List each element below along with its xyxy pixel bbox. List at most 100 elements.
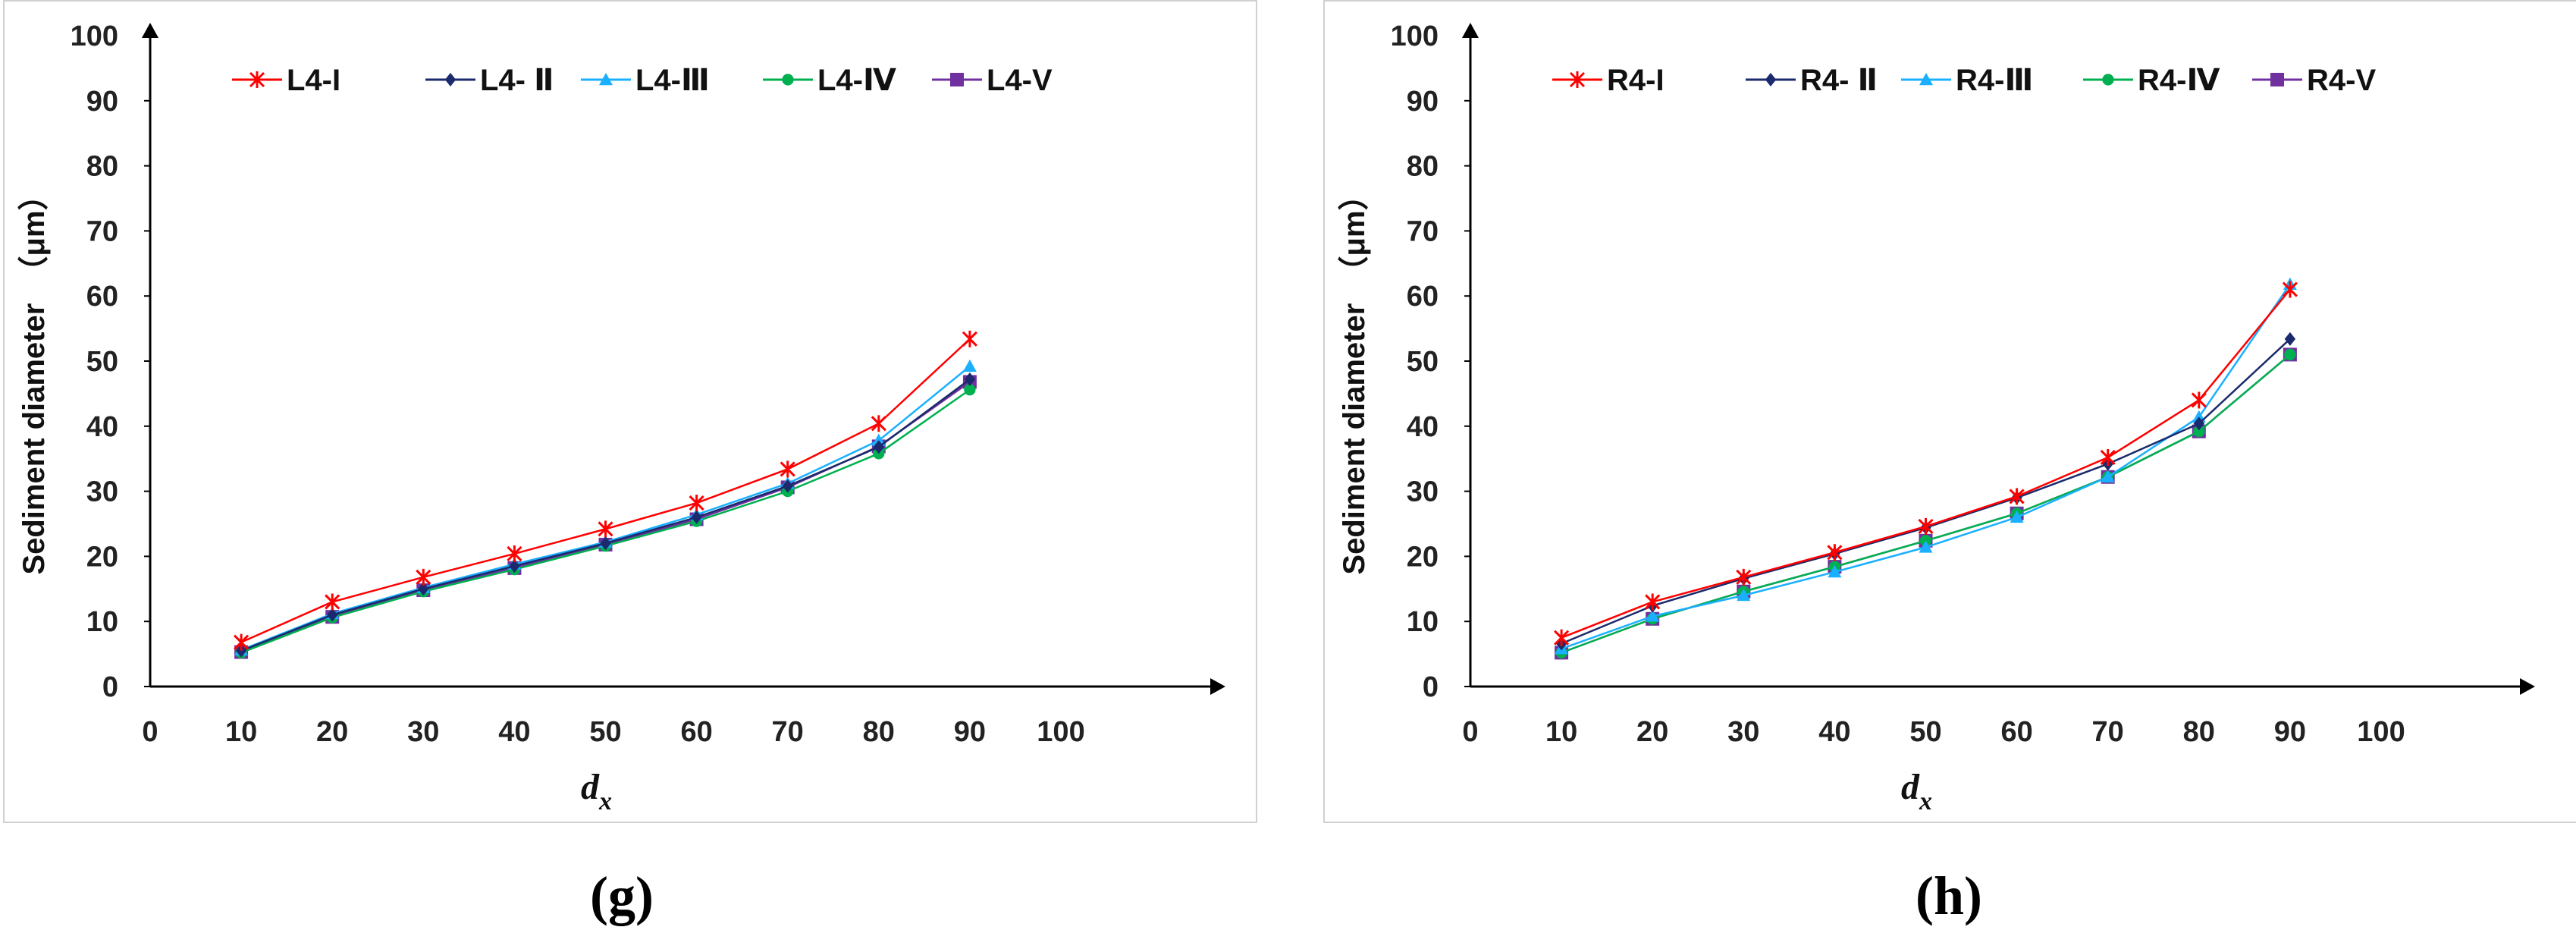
x-tick-label: 0: [142, 716, 158, 748]
legend-marker: [599, 73, 613, 86]
series-line: [1561, 284, 2291, 650]
y-tick-label: 40: [86, 411, 118, 443]
x-tick-label: 10: [225, 716, 257, 748]
data-point: [1828, 564, 1842, 578]
chart-h-svg: 0 10 20 30 40 50 60 70 80 90 100 0 10 20 30 40 50 60 70 80 9…: [1338, 20, 2535, 815]
data-point: [782, 479, 793, 493]
y-tick-label: 10: [1407, 606, 1439, 638]
legend-entry: R4-I: [1552, 64, 1665, 97]
y-axis-arrow: [142, 23, 158, 38]
x-tick-label: 50: [1909, 716, 1941, 748]
series-line: [1561, 288, 2291, 639]
y-tick-label: 80: [1407, 151, 1439, 183]
legend-entry: R4-V: [2252, 64, 2376, 97]
series-I: [1554, 281, 2298, 646]
y-tick-label: 0: [1423, 671, 1439, 703]
chart-panel-h: 0 10 20 30 40 50 60 70 80 90 100 0 10 20 30 40 50 60 70 80 9…: [1323, 0, 2576, 823]
y-tick-label: 100: [71, 20, 118, 52]
y-tick-label: 30: [1407, 476, 1439, 508]
y-axis-title: Sediment diameter （μm）: [1338, 180, 1371, 574]
x-axis-title-main: d: [1901, 767, 1920, 807]
series-line: [1561, 354, 2291, 654]
series-line: [240, 338, 971, 643]
x-axis-title: dx: [581, 767, 612, 815]
x-tick-label: 0: [1462, 716, 1478, 748]
legend-entry: L4-Ⅳ: [763, 64, 896, 97]
data-point: [873, 440, 884, 454]
y-tick-label: 0: [102, 671, 118, 703]
legend-marker: [1919, 73, 1933, 86]
x-axis-arrow: [1210, 678, 1225, 695]
data-point: [418, 582, 429, 596]
data-point: [2101, 470, 2115, 482]
x-tick-label: 70: [2092, 716, 2124, 748]
x-tick-label: 30: [1727, 716, 1759, 748]
data-point: [327, 608, 338, 622]
y-tick-label: 20: [1407, 541, 1439, 573]
data-point: [600, 536, 611, 551]
chart-g-svg: 0 10 20 30 40 50 60 70 80 90 100 0 10 20 30 40 50 60 70 80 9…: [17, 20, 1225, 815]
data-point: [871, 433, 886, 446]
y-tick-label: 90: [86, 86, 118, 118]
legend-label: R4-V: [2307, 64, 2376, 97]
legend-entry: R4-Ⅳ: [2083, 64, 2220, 97]
x-axis-title: dx: [1901, 767, 1932, 815]
panel-label-g: (g): [590, 866, 654, 926]
x-tick-label: 60: [680, 716, 712, 748]
x-tick-label: 80: [863, 716, 895, 748]
x-tick-label: 20: [316, 716, 348, 748]
data-point: [1919, 540, 1933, 553]
data-point: [509, 559, 520, 573]
x-axis-title-sub: x: [598, 787, 612, 815]
data-point: [691, 510, 702, 524]
legend-marker: [1765, 73, 1777, 86]
legend-label: R4- Ⅱ: [1800, 64, 1878, 97]
y-axis-title: Sediment diameter （μm）: [17, 180, 51, 574]
series-I: [234, 330, 977, 651]
x-tick-label: 50: [589, 716, 621, 748]
x-tick-label: 70: [772, 716, 804, 748]
legend-entry: R4-Ⅲ: [1901, 64, 2033, 97]
legend-entry: L4-Ⅲ: [581, 64, 710, 97]
y-tick-label: 10: [86, 606, 118, 638]
data-point: [2284, 348, 2296, 361]
series-II: [1555, 332, 2296, 651]
data-point: [964, 384, 976, 396]
legend-label: L4-Ⅳ: [817, 64, 896, 97]
x-tick-label: 80: [2183, 716, 2215, 748]
legend-marker: [2270, 73, 2284, 86]
x-tick-label: 60: [2000, 716, 2032, 748]
x-tick-label: 90: [954, 716, 986, 748]
series-V: [234, 375, 977, 659]
y-tick-label: 50: [1407, 346, 1439, 378]
data-point: [2010, 510, 2024, 523]
panel-label-h: (h): [1916, 866, 1982, 926]
y-tick-label: 20: [86, 541, 118, 573]
data-point: [2193, 426, 2205, 438]
data-point: [1737, 588, 1751, 602]
y-tick-label: 70: [1407, 215, 1439, 247]
series-line: [240, 379, 971, 652]
legend-entry: R4- Ⅱ: [1746, 64, 1878, 97]
y-tick-label: 40: [1407, 411, 1439, 443]
x-tick-label: 40: [1818, 716, 1850, 748]
y-axis-arrow: [1462, 23, 1479, 38]
legend-entry: L4-V: [932, 64, 1053, 97]
x-axis-title-sub: x: [1919, 787, 1932, 815]
legend-label: R4-I: [1607, 64, 1665, 97]
legend-marker: [950, 73, 964, 86]
x-tick-label: 20: [1636, 716, 1668, 748]
chart-panel-g: 0 10 20 30 40 50 60 70 80 90 100 0 10 20 30 40 50 60 70 80 9…: [3, 0, 1257, 823]
y-tick-label: 70: [86, 215, 118, 247]
x-tick-label: 40: [498, 716, 530, 748]
x-tick-label: 100: [1037, 716, 1084, 748]
x-tick-label: 10: [1545, 716, 1577, 748]
x-axis-arrow: [2520, 678, 2535, 695]
legend-entry: L4- Ⅱ: [425, 64, 554, 97]
legend-marker: [782, 74, 794, 86]
y-tick-label: 50: [86, 346, 118, 378]
legend-entry: L4-I: [232, 64, 340, 97]
data-point: [962, 359, 977, 372]
legend-marker: [2102, 74, 2114, 86]
x-tick-label: 100: [2357, 716, 2405, 748]
